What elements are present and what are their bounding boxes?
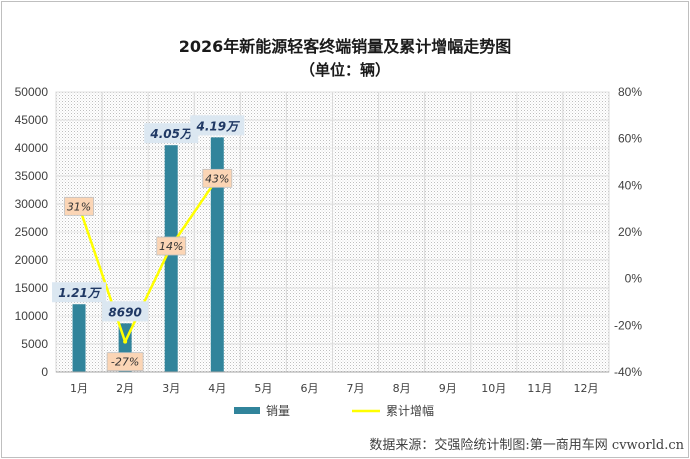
x-tick-label: 2月 (116, 382, 134, 395)
bar-value-label-bg (190, 115, 245, 136)
y-tick-label: 10000 (15, 309, 49, 323)
y-tick-label: 50000 (15, 85, 49, 99)
bar-value-label-bg (52, 282, 107, 303)
y-tick-label: 25000 (15, 225, 49, 239)
y2-tick-label: -20% (614, 318, 642, 332)
x-tick-label: 7月 (347, 382, 365, 395)
line-value-label: 43% (205, 172, 229, 185)
x-tick-label: 4月 (208, 382, 226, 395)
legend-label-line: 累计增幅 (386, 403, 434, 418)
line-value-label: 31% (67, 200, 91, 213)
y2-tick-label: -40% (614, 365, 642, 379)
bar-value-label-bg (144, 123, 199, 144)
y-axis-left: 0 5000 10000 15000 20000 25000 30000 35000 40000… (15, 85, 49, 379)
line-value-label: 14% (159, 240, 183, 253)
x-tick-label: 6月 (300, 382, 318, 395)
x-tick-label: 12月 (573, 382, 598, 395)
bar-value-label-bg (102, 301, 149, 322)
y-tick-label: 5000 (21, 337, 48, 351)
x-tick-label: 3月 (162, 382, 180, 395)
x-tick-label: 1月 (70, 382, 88, 395)
bar-value-label: 4.19万 (195, 119, 240, 133)
source-note: 数据来源：交强险统计制图:第一商用车网 cvworld.cn (369, 437, 684, 453)
y-tick-label: 20000 (15, 253, 49, 267)
line-value-label-bg (106, 352, 144, 372)
bar (72, 304, 86, 372)
y-tick-label: 45000 (15, 113, 49, 127)
y-tick-label: 40000 (15, 141, 49, 155)
legend-label-bar: 销量 (266, 404, 290, 418)
line-value-label: -27% (111, 356, 139, 369)
bar-value-label: 4.05万 (149, 127, 194, 141)
bar-value-label: 1.21万 (58, 286, 102, 300)
line-value-label-bg (64, 196, 94, 216)
x-tick-label: 11月 (527, 382, 552, 395)
legend: 销量 累计增幅 (234, 403, 434, 418)
x-axis: 1月 2月 3月 4月 5月 6月 7月 8月 9月 10月 11月 12月 (56, 371, 609, 395)
y-tick-label: 35000 (15, 169, 49, 183)
bar (164, 145, 178, 372)
y-tick-label: 0 (41, 365, 48, 379)
x-tick-label: 8月 (393, 382, 411, 395)
x-tick-label: 5月 (254, 382, 272, 395)
gridlines (56, 91, 609, 373)
line-value-label-bg (202, 168, 233, 188)
y2-tick-label: 20% (618, 225, 642, 239)
y2-tick-label: 60% (618, 132, 642, 146)
line-point (123, 339, 128, 344)
chart-subtitle: （单位：辆） (300, 61, 390, 79)
line-value-label-bg (156, 236, 187, 256)
bar-value-label: 8690 (108, 305, 141, 319)
y-tick-label: 30000 (15, 197, 49, 211)
legend-swatch-bar (234, 407, 260, 414)
y2-tick-label: 80% (618, 85, 642, 99)
bar (210, 137, 224, 372)
y2-tick-label: 40% (618, 178, 642, 192)
line-path (77, 177, 219, 343)
y-tick-label: 15000 (15, 281, 49, 295)
x-tick-label: 9月 (439, 382, 457, 395)
x-tick-label: 10月 (481, 382, 506, 395)
y-axis-right: -40% -20% 0% 20% 40% 60% 80% (614, 85, 642, 379)
y2-tick-label: 0% (625, 272, 643, 286)
chart-title: 2026年新能源轻客终端销量及累计增幅走势图 (179, 37, 512, 56)
